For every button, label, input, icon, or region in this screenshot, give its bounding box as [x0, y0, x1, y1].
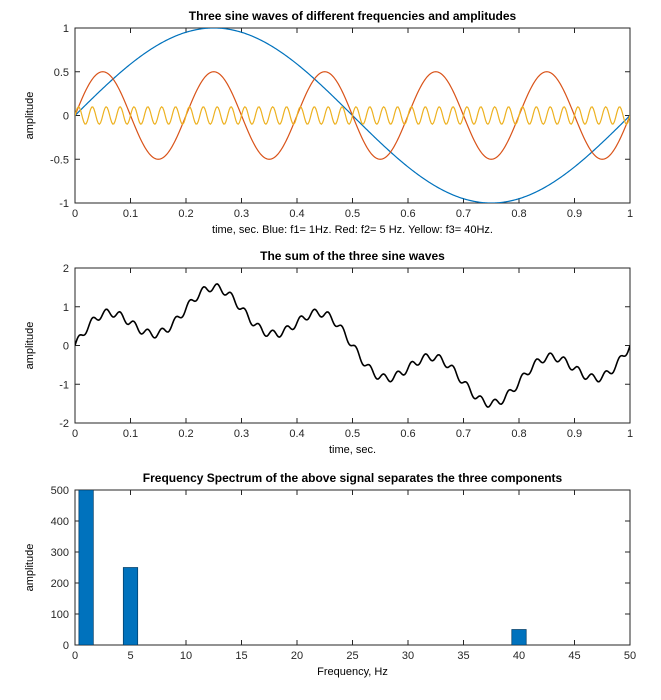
svg-text:0: 0 — [63, 111, 69, 123]
svg-text:0.6: 0.6 — [400, 428, 415, 440]
svg-text:0.9: 0.9 — [567, 428, 582, 440]
svg-text:30: 30 — [402, 650, 414, 662]
svg-text:0.5: 0.5 — [345, 428, 360, 440]
svg-text:50: 50 — [624, 650, 636, 662]
svg-text:1: 1 — [63, 23, 69, 35]
spectrum-bar — [123, 568, 137, 646]
chart-title: The sum of the three sine waves — [260, 249, 445, 263]
svg-text:0.7: 0.7 — [456, 428, 471, 440]
svg-text:0.4: 0.4 — [289, 208, 304, 220]
svg-text:400: 400 — [51, 516, 69, 528]
svg-text:0.8: 0.8 — [511, 428, 526, 440]
svg-text:0.1: 0.1 — [123, 428, 138, 440]
svg-text:0.3: 0.3 — [234, 208, 249, 220]
svg-text:0: 0 — [63, 341, 69, 353]
sum-series — [75, 284, 630, 407]
svg-text:0.8: 0.8 — [511, 208, 526, 220]
svg-text:0.3: 0.3 — [234, 428, 249, 440]
svg-text:25: 25 — [346, 650, 358, 662]
svg-text:10: 10 — [180, 650, 192, 662]
svg-text:2: 2 — [63, 263, 69, 275]
svg-text:100: 100 — [51, 609, 69, 621]
svg-text:300: 300 — [51, 547, 69, 559]
svg-text:0.6: 0.6 — [400, 208, 415, 220]
figure-svg: Three sine waves of different frequencie… — [0, 0, 661, 695]
chart-title: Three sine waves of different frequencie… — [189, 9, 517, 23]
svg-text:35: 35 — [457, 650, 469, 662]
svg-text:0.7: 0.7 — [456, 208, 471, 220]
y-axis-label: amplitude — [24, 92, 36, 140]
series-yellow — [75, 107, 630, 124]
svg-text:0.2: 0.2 — [178, 428, 193, 440]
spectrum-bar — [512, 630, 526, 646]
x-axis-label: time, sec. Blue: f1= 1Hz. Red: f2= 5 Hz.… — [212, 224, 493, 236]
x-axis-label: Frequency, Hz — [317, 666, 388, 678]
svg-text:20: 20 — [291, 650, 303, 662]
svg-text:-1: -1 — [59, 198, 69, 210]
y-axis-label: amplitude — [24, 322, 36, 370]
svg-text:0.1: 0.1 — [123, 208, 138, 220]
svg-text:500: 500 — [51, 485, 69, 497]
figure-container: Three sine waves of different frequencie… — [0, 0, 661, 695]
svg-text:0: 0 — [72, 208, 78, 220]
svg-text:1: 1 — [627, 428, 633, 440]
svg-text:0.5: 0.5 — [54, 67, 69, 79]
svg-text:0: 0 — [72, 650, 78, 662]
svg-text:5: 5 — [127, 650, 133, 662]
svg-text:0.5: 0.5 — [345, 208, 360, 220]
svg-text:0: 0 — [72, 428, 78, 440]
svg-text:45: 45 — [568, 650, 580, 662]
svg-text:0.4: 0.4 — [289, 428, 304, 440]
svg-text:1: 1 — [627, 208, 633, 220]
svg-text:0.2: 0.2 — [178, 208, 193, 220]
svg-text:0: 0 — [63, 640, 69, 652]
svg-text:-0.5: -0.5 — [50, 154, 69, 166]
y-axis-label: amplitude — [24, 544, 36, 592]
x-axis-label: time, sec. — [329, 444, 376, 456]
svg-text:0.9: 0.9 — [567, 208, 582, 220]
svg-text:200: 200 — [51, 578, 69, 590]
spectrum-bar — [79, 490, 93, 645]
svg-text:-2: -2 — [59, 418, 69, 430]
chart-title: Frequency Spectrum of the above signal s… — [143, 471, 563, 485]
svg-text:15: 15 — [235, 650, 247, 662]
svg-text:-1: -1 — [59, 379, 69, 391]
svg-text:1: 1 — [63, 302, 69, 314]
svg-text:40: 40 — [513, 650, 525, 662]
